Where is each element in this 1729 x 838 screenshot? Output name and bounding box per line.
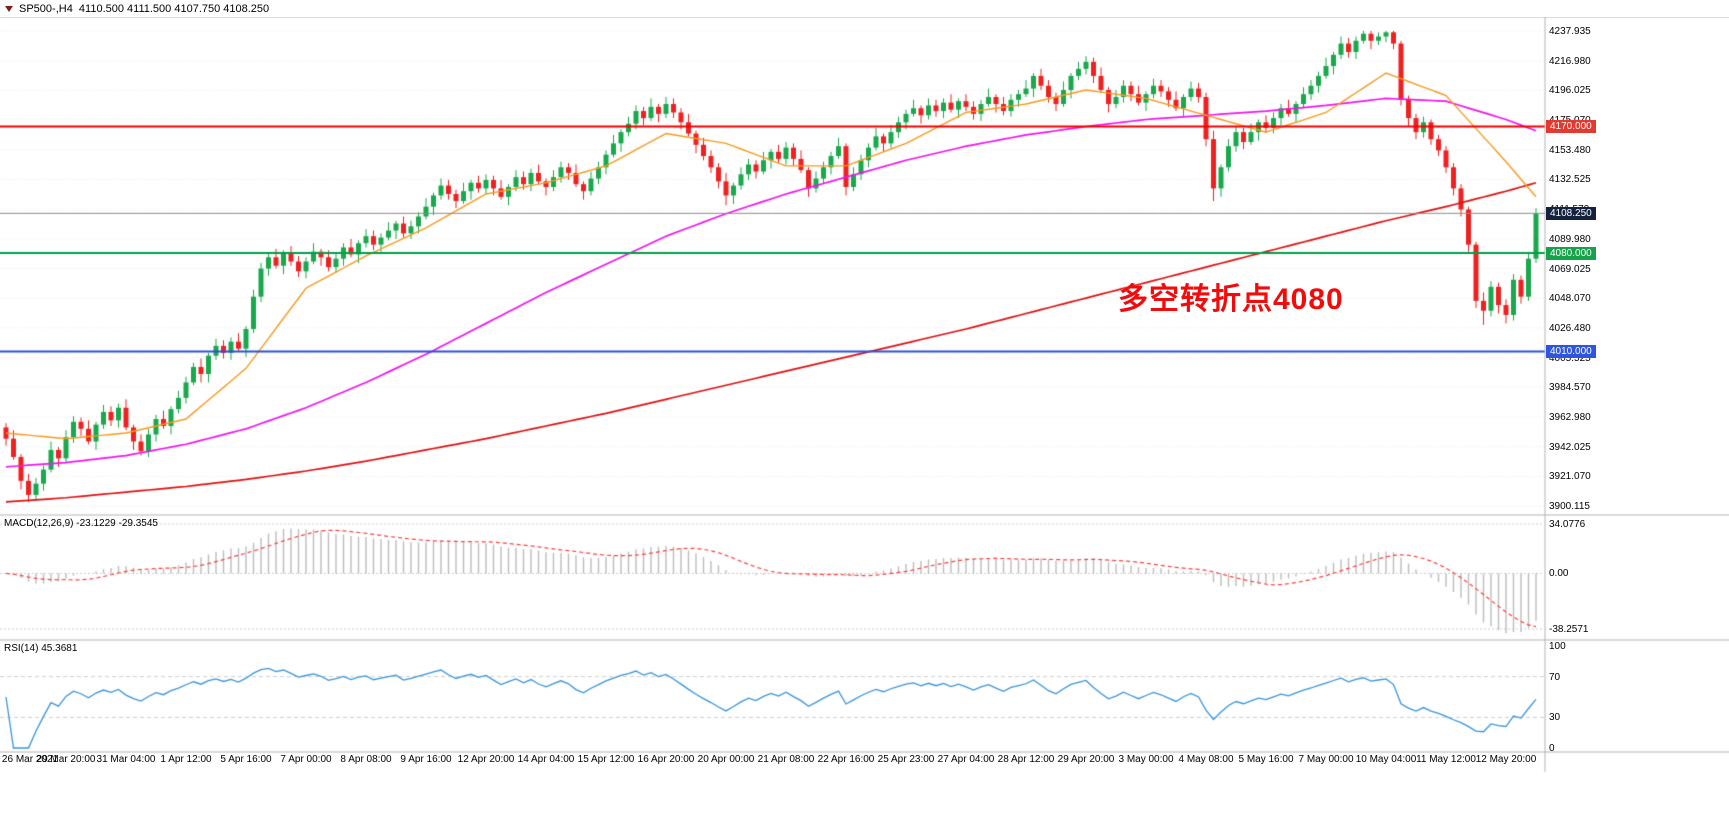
- price-axis-label: 4089.980: [1549, 233, 1591, 245]
- macd-axis-label: -38.2571: [1549, 624, 1589, 635]
- price-axis-label: 3962.980: [1549, 411, 1591, 423]
- time-axis-label: 25 Apr 23:00: [877, 754, 935, 765]
- annotation-text[interactable]: 多空转折点4080: [1118, 283, 1344, 316]
- price-axis-label: 4132.525: [1549, 174, 1591, 186]
- rsi-axis-label: 100: [1549, 641, 1566, 652]
- macd-axis-label: 34.0776: [1549, 519, 1586, 530]
- rsi-axis-label: 0: [1549, 743, 1555, 754]
- time-axis-label: 31 Mar 04:00: [96, 754, 156, 765]
- time-axis-label: 7 May 00:00: [1298, 754, 1354, 765]
- time-axis-label: 27 Apr 04:00: [937, 754, 995, 765]
- price-axis-label: 4026.480: [1549, 322, 1591, 334]
- time-axis-label: 12 May 20:00: [1475, 754, 1537, 765]
- time-axis-label: 10 May 04:00: [1355, 754, 1417, 765]
- price-axis-label: 4048.070: [1549, 293, 1591, 305]
- price-axis-label: 4069.025: [1549, 263, 1591, 275]
- chart-symbol-icon: [5, 5, 13, 12]
- time-axis-label: 1 Apr 12:00: [160, 754, 212, 765]
- rsi-axis-label: 70: [1549, 671, 1561, 683]
- time-axis-label: 16 Apr 20:00: [637, 754, 695, 765]
- time-axis-label: 20 Apr 00:00: [697, 754, 755, 765]
- time-axis-label: 3 May 00:00: [1118, 754, 1174, 765]
- price-tag-resistance[interactable]: 4170.000: [1546, 120, 1596, 134]
- price-axis-label: 4216.980: [1549, 55, 1591, 67]
- price-axis-label: 4237.935: [1549, 26, 1591, 37]
- time-axis-label: 14 Apr 04:00: [517, 754, 575, 765]
- time-axis-label: 26 Mar 2021: [1, 754, 59, 765]
- time-axis-label: 15 Apr 12:00: [577, 754, 635, 765]
- time-axis-label: 5 May 16:00: [1238, 754, 1294, 765]
- price-axis-label: 3921.070: [1549, 471, 1591, 483]
- price-axis-label: 3984.570: [1549, 382, 1591, 394]
- time-axis-label: 28 Apr 12:00: [997, 754, 1055, 765]
- price-axis-label: 4005.525: [1549, 352, 1591, 364]
- time-axis-label: 29 Mar 20:00: [36, 754, 96, 765]
- macd-indicator-label: MACD(12,26,9) -23.1229 -29.3545: [4, 518, 158, 529]
- price-tag-current-price[interactable]: 4108.250: [1546, 206, 1596, 220]
- price-axis-label: 3942.025: [1549, 441, 1591, 453]
- time-axis-label: 9 Apr 16:00: [400, 754, 452, 765]
- chart-title: SP500-,H4 4110.500 4111.500 4107.750 410…: [19, 2, 270, 15]
- price-axis-label: 3900.115: [1549, 501, 1590, 512]
- chart-title-bar: SP500-,H4 4110.500 4111.500 4107.750 410…: [0, 0, 1729, 17]
- time-axis-label: 21 Apr 08:00: [757, 754, 815, 765]
- time-axis-label: 7 Apr 00:00: [280, 754, 332, 765]
- price-axis-label: 4153.480: [1549, 144, 1591, 156]
- time-axis-label: 29 Apr 20:00: [1057, 754, 1115, 765]
- price-axis-label: 4196.025: [1549, 85, 1591, 97]
- time-axis-label: 5 Apr 16:00: [220, 754, 272, 765]
- time-axis-label: 4 May 08:00: [1178, 754, 1234, 765]
- price-tag-pivot[interactable]: 4080.000: [1546, 246, 1596, 260]
- rsi-indicator-label: RSI(14) 45.3681: [4, 643, 78, 654]
- rsi-axis-label: 30: [1549, 712, 1561, 724]
- time-axis-label: 8 Apr 08:00: [340, 754, 392, 765]
- macd-axis-label: 0.00: [1549, 568, 1569, 580]
- time-axis-label: 22 Apr 16:00: [817, 754, 875, 765]
- time-axis-label: 12 Apr 20:00: [457, 754, 515, 765]
- price-tag-support[interactable]: 4010.000: [1546, 344, 1596, 358]
- time-axis-label: 11 May 12:00: [1416, 754, 1476, 765]
